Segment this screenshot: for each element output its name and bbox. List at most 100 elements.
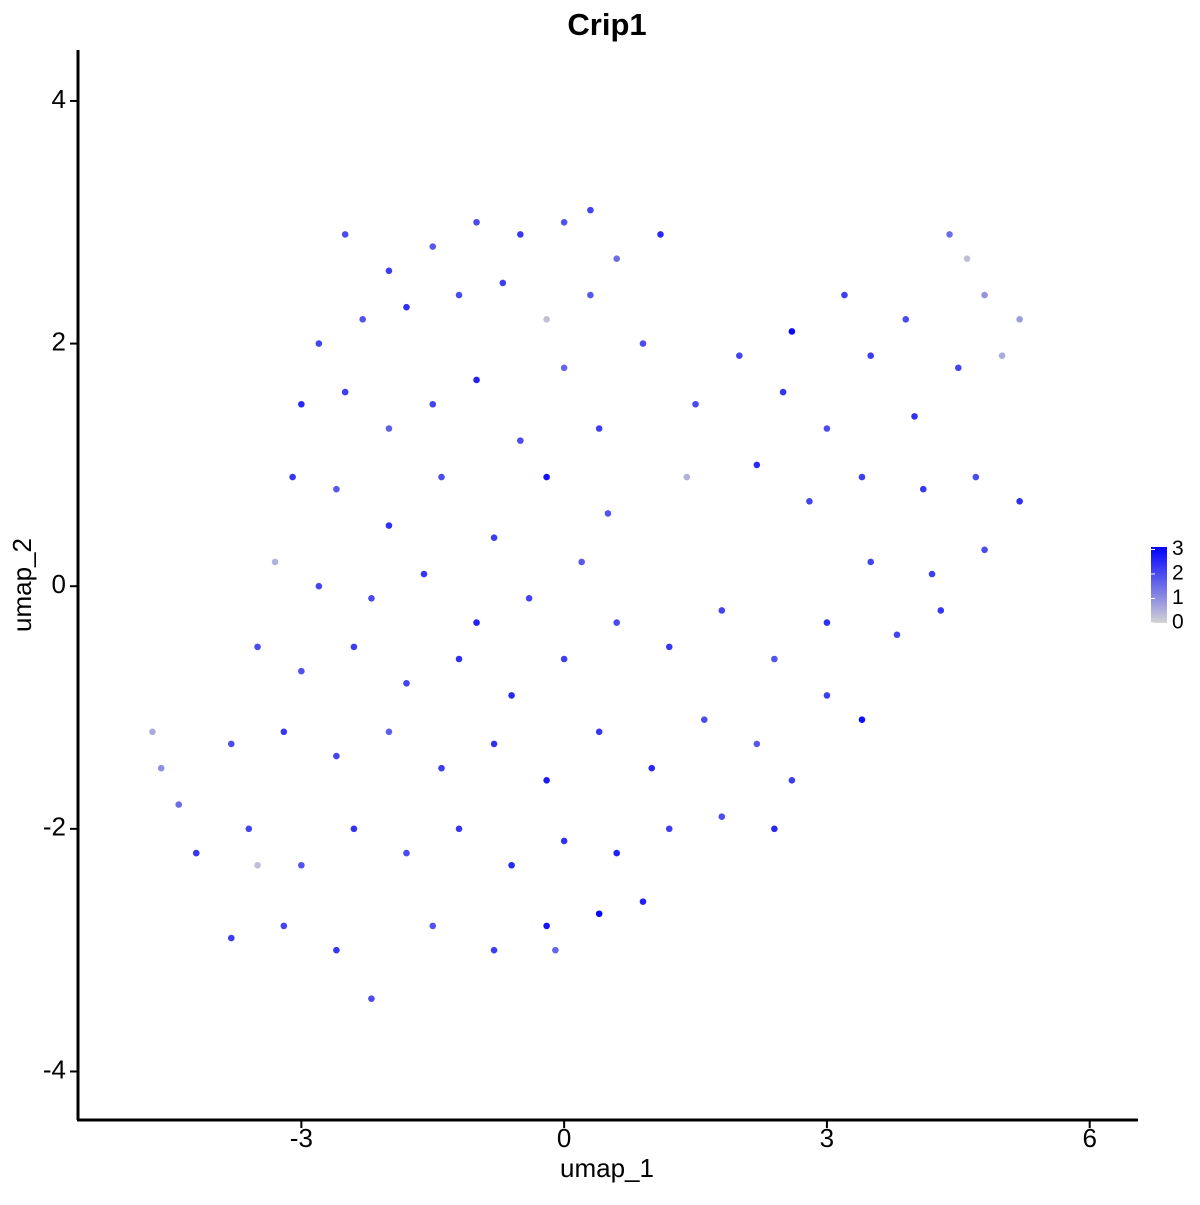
point [254, 861, 261, 869]
point [665, 643, 673, 651]
point [823, 619, 831, 626]
point [254, 643, 261, 651]
point [245, 825, 253, 833]
point [473, 376, 480, 384]
colorbar [1151, 547, 1167, 623]
point [867, 558, 875, 566]
point [333, 752, 340, 760]
point [385, 728, 393, 736]
point [613, 849, 620, 857]
point [508, 692, 515, 699]
point [981, 546, 988, 554]
point [665, 825, 673, 833]
point [298, 667, 305, 675]
point [368, 595, 375, 602]
point [639, 340, 647, 347]
point [420, 570, 428, 578]
point [385, 267, 393, 275]
point [385, 522, 393, 529]
point [902, 316, 910, 323]
y-tick-label: 4 [52, 84, 66, 114]
point [753, 461, 761, 469]
point [429, 243, 437, 250]
point [718, 607, 726, 614]
point [963, 255, 971, 262]
point [692, 400, 699, 408]
point [315, 582, 323, 590]
colorbar-label: 0 [1172, 611, 1184, 634]
point [578, 558, 585, 566]
point [981, 291, 988, 299]
point [893, 631, 901, 639]
point [473, 218, 480, 226]
point [587, 291, 594, 299]
point [455, 291, 463, 299]
point [289, 473, 296, 481]
y-tick-label: -4 [43, 1054, 66, 1084]
point [508, 861, 515, 869]
y-tick-label: 0 [52, 569, 66, 599]
point [841, 291, 848, 299]
chart-title: Crip1 [567, 7, 646, 42]
point [429, 400, 437, 408]
point [490, 534, 498, 541]
point [823, 425, 831, 432]
point [271, 558, 279, 566]
point [438, 764, 445, 772]
point [955, 364, 962, 372]
point [613, 619, 620, 626]
point [192, 849, 200, 857]
point [595, 728, 603, 736]
point [490, 740, 498, 748]
point [473, 619, 480, 626]
point [157, 764, 165, 772]
point [455, 825, 463, 833]
point [560, 655, 568, 663]
point [227, 740, 235, 748]
colorbar-label: 2 [1172, 562, 1184, 585]
point [1016, 316, 1023, 323]
colorbar-label: 1 [1172, 586, 1184, 609]
point [341, 388, 349, 396]
point [403, 849, 410, 857]
point [806, 497, 813, 505]
point [587, 206, 594, 214]
point [753, 740, 761, 748]
point [928, 570, 936, 578]
point [771, 825, 778, 833]
point [438, 473, 445, 481]
point [639, 898, 647, 905]
point [175, 801, 183, 808]
point [560, 218, 568, 226]
point [718, 813, 726, 821]
point [823, 692, 831, 699]
point [517, 437, 524, 444]
point [911, 413, 918, 420]
point [779, 388, 787, 396]
point [648, 764, 656, 772]
point [1016, 497, 1023, 505]
point [490, 946, 498, 954]
point [350, 825, 358, 833]
point [359, 316, 366, 323]
point [525, 595, 533, 602]
point [315, 340, 323, 347]
point [700, 716, 708, 723]
x-tick-label: 6 [1082, 1123, 1096, 1153]
point [919, 485, 927, 493]
point [543, 922, 550, 930]
point [499, 279, 507, 287]
point [683, 473, 691, 481]
point [946, 231, 953, 238]
point [403, 679, 410, 687]
point [341, 231, 349, 238]
x-tick-label: 0 [557, 1123, 571, 1153]
point [517, 231, 524, 238]
point [858, 473, 866, 481]
x-axis-label: umap_1 [560, 1153, 654, 1183]
point [972, 473, 980, 481]
x-tick-label: -3 [290, 1123, 313, 1153]
point [595, 425, 603, 432]
colorbar-label: 3 [1172, 537, 1184, 560]
